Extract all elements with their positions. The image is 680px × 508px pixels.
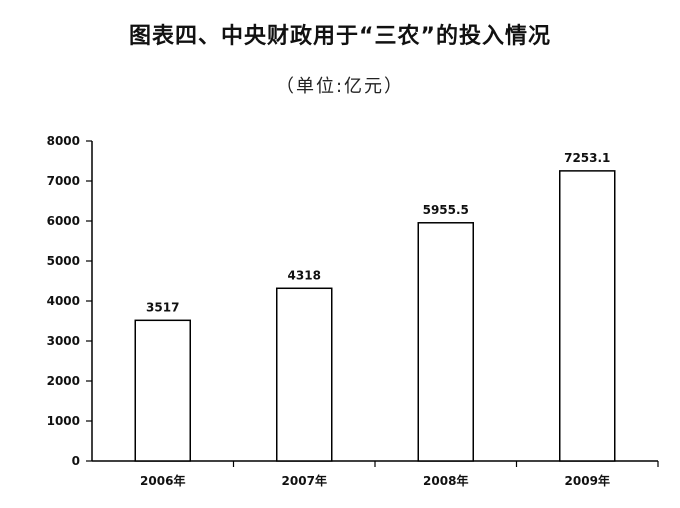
y-tick-label: 1000 — [47, 414, 80, 428]
y-tick-label: 7000 — [47, 174, 80, 188]
y-tick-label: 3000 — [47, 334, 80, 348]
y-tick-label: 5000 — [47, 254, 80, 268]
x-tick-label: 2008年 — [423, 473, 468, 488]
y-tick-label: 4000 — [47, 294, 80, 308]
chart-title: 图表四、中央财政用于“三农”的投入情况 — [129, 24, 551, 49]
y-tick-label: 0 — [72, 454, 80, 468]
data-label: 7253.1 — [564, 151, 610, 165]
x-tick-label: 2009年 — [565, 473, 610, 488]
data-label: 3517 — [146, 300, 179, 314]
y-tick-label: 8000 — [47, 134, 80, 148]
bar — [134, 319, 191, 462]
y-tick-label: 2000 — [47, 374, 80, 388]
data-label: 4318 — [288, 268, 321, 282]
chart-subtitle: （单位:亿元） — [275, 76, 405, 97]
bar — [417, 222, 474, 462]
y-tick-label: 6000 — [47, 214, 80, 228]
x-tick-label: 2007年 — [282, 473, 327, 488]
bar — [276, 287, 333, 462]
x-tick-label: 2006年 — [140, 473, 185, 488]
bar — [559, 170, 616, 462]
data-label: 5955.5 — [423, 203, 469, 217]
